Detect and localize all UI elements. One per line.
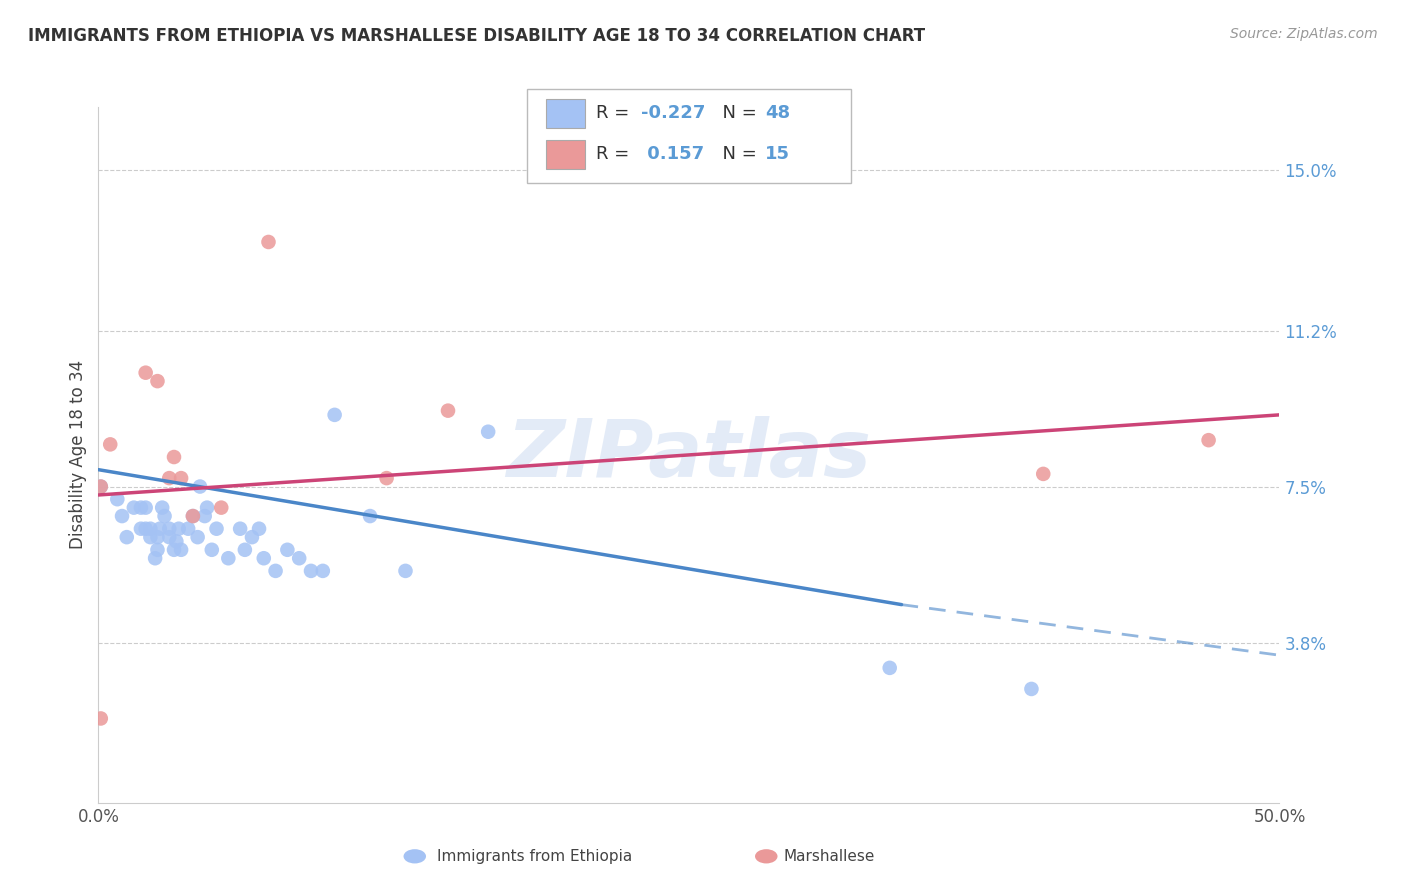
Text: IMMIGRANTS FROM ETHIOPIA VS MARSHALLESE DISABILITY AGE 18 TO 34 CORRELATION CHAR: IMMIGRANTS FROM ETHIOPIA VS MARSHALLESE … [28, 27, 925, 45]
Point [187, 530, 209, 544]
Point [139, 530, 162, 544]
Point [163, 450, 186, 464]
Point [181, 509, 204, 524]
Text: Immigrants from Ethiopia: Immigrants from Ethiopia [437, 849, 631, 863]
Point [153, 509, 176, 524]
Point [312, 564, 335, 578]
Point [264, 564, 287, 578]
Text: N =: N = [711, 104, 763, 122]
Point [165, 534, 187, 549]
Point [135, 522, 157, 536]
Point [194, 509, 217, 524]
Text: N =: N = [711, 145, 763, 163]
Point [90, 711, 112, 725]
Point [157, 471, 180, 485]
Text: R =: R = [596, 104, 636, 122]
Point [253, 551, 276, 566]
Point [257, 235, 280, 249]
Point [233, 542, 256, 557]
Point [181, 509, 204, 524]
Point [359, 509, 381, 524]
Point [188, 479, 211, 493]
Y-axis label: Disability Age 18 to 34: Disability Age 18 to 34 [69, 360, 87, 549]
Text: R =: R = [596, 145, 636, 163]
Point [90, 479, 112, 493]
Text: -0.227: -0.227 [641, 104, 706, 122]
Text: Marshallese: Marshallese [785, 849, 875, 863]
Point [129, 522, 152, 536]
Text: 0.157: 0.157 [641, 145, 704, 163]
Point [90, 479, 112, 493]
Point [240, 530, 263, 544]
Point [135, 366, 157, 380]
Point [394, 564, 416, 578]
Point [201, 542, 224, 557]
Point [276, 542, 298, 557]
Point [167, 522, 190, 536]
Point [105, 492, 128, 507]
Point [146, 530, 169, 544]
Point [163, 542, 186, 557]
Point [135, 500, 157, 515]
Point [149, 522, 172, 536]
Point [150, 500, 173, 515]
Point [1032, 467, 1054, 481]
Point [157, 522, 180, 536]
Point [122, 500, 145, 515]
Point [209, 500, 232, 515]
Point [229, 522, 252, 536]
Point [111, 509, 134, 524]
Point [139, 522, 162, 536]
Point [375, 471, 398, 485]
Point [477, 425, 499, 439]
Point [299, 564, 322, 578]
Point [1198, 433, 1220, 447]
Point [170, 471, 193, 485]
Point [288, 551, 311, 566]
Point [437, 403, 460, 417]
Text: ZIPatlas: ZIPatlas [506, 416, 872, 494]
Point [205, 522, 228, 536]
Point [170, 542, 193, 557]
Text: 48: 48 [765, 104, 790, 122]
Point [323, 408, 346, 422]
Point [98, 437, 121, 451]
Point [115, 530, 138, 544]
Point [146, 542, 169, 557]
Text: 15: 15 [765, 145, 790, 163]
Point [157, 530, 180, 544]
Point [143, 551, 166, 566]
Text: Source: ZipAtlas.com: Source: ZipAtlas.com [1230, 27, 1378, 41]
Point [247, 522, 270, 536]
Point [129, 500, 152, 515]
Point [879, 661, 901, 675]
Point [195, 500, 218, 515]
Point [217, 551, 239, 566]
Point [1021, 681, 1043, 696]
Point [146, 374, 169, 388]
Point [177, 522, 200, 536]
